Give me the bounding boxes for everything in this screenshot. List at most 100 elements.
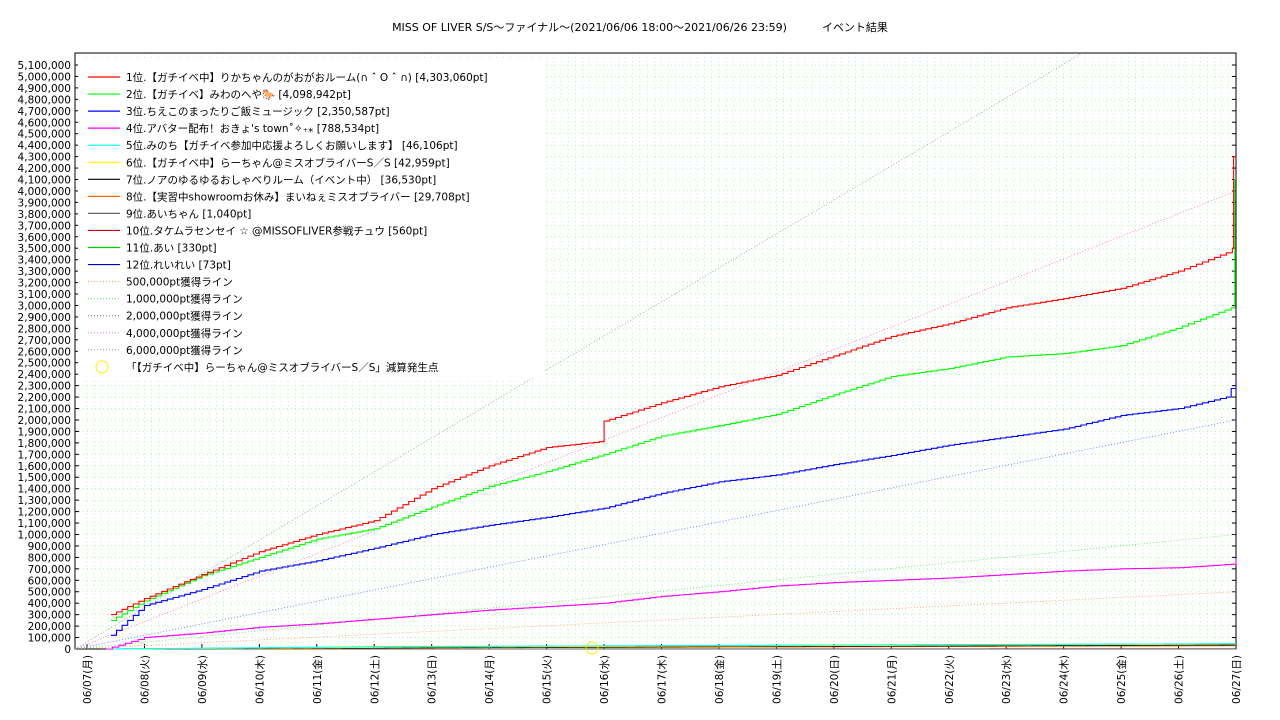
- reference-line: [74, 534, 1237, 650]
- legend-swatch: [95, 360, 109, 374]
- y-tick-label: 700,000: [28, 564, 71, 576]
- y-tick-label: 4,900,000: [18, 83, 71, 95]
- x-tick-label: 06/21(月): [886, 655, 898, 704]
- y-tick-label: 2,400,000: [18, 369, 71, 381]
- legend-label: 10位.タケムラセンセイ ☆ @MISSOFLIVER参戦チュウ [560pt]: [126, 224, 427, 237]
- y-tick-label: 100,000: [28, 633, 71, 645]
- y-tick-label: 1,600,000: [18, 461, 71, 473]
- y-tick-label: 2,900,000: [18, 312, 71, 324]
- y-tick-label: 2,700,000: [18, 335, 71, 347]
- x-tick-label: 06/26(土): [1173, 655, 1186, 704]
- y-tick-label: 3,200,000: [18, 278, 71, 290]
- x-tick-label: 06/11(金): [311, 655, 324, 704]
- series-lines: [106, 156, 1237, 650]
- legend-label: 3位.ちえこのまったりご飯ミュージック [2,350,587pt]: [126, 105, 390, 118]
- y-tick-label: 400,000: [28, 598, 71, 610]
- x-tick-label: 06/23(水): [1001, 655, 1013, 704]
- x-tick-label: 06/22(火): [944, 655, 956, 704]
- y-tick-label: 4,300,000: [18, 152, 71, 164]
- x-tick-label: 06/13(日): [427, 655, 439, 704]
- y-tick-label: 4,600,000: [18, 117, 71, 129]
- x-tick-label: 06/20(日): [829, 655, 841, 704]
- marker-point: [585, 641, 599, 655]
- x-tick-label: 06/16(水): [599, 655, 611, 704]
- y-tick-label: 800,000: [28, 552, 71, 564]
- y-tick-label: 1,700,000: [18, 449, 71, 461]
- legend-label: 8位.【実習中showroomお休み】まいねぇミスオブライバー [29,708p…: [126, 190, 470, 203]
- y-tick-label: 3,500,000: [18, 243, 71, 255]
- y-tick-label: 4,500,000: [18, 129, 71, 141]
- y-tick-label: 2,500,000: [18, 358, 71, 370]
- chart-title: MISS OF LIVER S/S〜ファイナル〜(2021/06/06 18:0…: [0, 19, 1280, 35]
- y-tick-label: 300,000: [28, 610, 71, 622]
- x-tick-label: 06/07(月): [82, 655, 94, 704]
- y-tick-label: 4,000,000: [18, 186, 71, 198]
- y-tick-label: 2,200,000: [18, 392, 71, 404]
- y-tick-label: 4,200,000: [18, 163, 71, 175]
- x-tick-label: 06/27(日): [1231, 655, 1243, 704]
- y-tick-label: 0: [64, 644, 71, 656]
- y-tick-label: 5,000,000: [18, 71, 71, 83]
- y-tick-label: 900,000: [28, 541, 71, 553]
- legend-label: 「【ガチイベ中】らーちゃん@ミスオブライバーS／S」減算発生点: [126, 361, 438, 374]
- reference-line: [74, 591, 1237, 650]
- y-tick-label: 3,100,000: [18, 289, 71, 301]
- x-tick-label: 06/24(木): [1059, 655, 1071, 704]
- series-line: [110, 156, 1237, 616]
- x-tick-label: 06/15(火): [542, 655, 554, 704]
- markers: [585, 641, 599, 655]
- y-tick-label: 600,000: [28, 575, 71, 587]
- x-tick-label: 06/09(水): [197, 655, 209, 704]
- y-tick-label: 4,400,000: [18, 140, 71, 152]
- y-tick-label: 4,700,000: [18, 106, 71, 118]
- legend-label: 7位.ノアのゆるゆるおしゃべりルーム（イベント中） [36,530pt]: [126, 173, 436, 186]
- legend-label: 6,000,000pt獲得ライン: [126, 344, 243, 357]
- y-tick-label: 1,100,000: [18, 518, 71, 530]
- y-tick-label: 3,700,000: [18, 220, 71, 232]
- legend-label: 5位.みのち【ガチイベ参加中応援よろしくお願いします】 [46,106pt]: [126, 139, 458, 152]
- x-tick-label: 06/18(金): [713, 655, 726, 704]
- grid: [75, 53, 1237, 650]
- series-line: [110, 643, 1236, 650]
- reference-line: [74, 419, 1237, 650]
- legend-label: 2位.【ガチイベ】みわのへや🐎 [4,098,942pt]: [126, 88, 351, 101]
- y-tick-label: 2,000,000: [18, 415, 71, 427]
- legend-label: 6位.【ガチイベ中】らーちゃん@ミスオブライバーS／S [42,959pt]: [126, 156, 450, 169]
- y-tick-label: 1,400,000: [18, 484, 71, 496]
- reference-lines: [74, 52, 1237, 650]
- legend-label: 11位.あい [330pt]: [126, 242, 217, 255]
- legend: 1位.【ガチイベ中】りかちゃんのがおがおルーム(∩ ˆ O ˆ ∩) [4,30…: [78, 60, 544, 378]
- y-tick-label: 3,300,000: [18, 266, 71, 278]
- legend-label: 500,000pt獲得ライン: [126, 276, 233, 289]
- series-line: [110, 379, 1237, 636]
- y-tick-label: 3,000,000: [18, 300, 71, 312]
- y-tick-label: 2,600,000: [18, 346, 71, 358]
- legend-label: 1位.【ガチイベ中】りかちゃんのがおがおルーム(∩ ˆ O ˆ ∩) [4,30…: [126, 71, 488, 84]
- legend-label: 2,000,000pt獲得ライン: [126, 310, 243, 323]
- y-tick-label: 3,800,000: [18, 209, 71, 221]
- y-tick-label: 4,100,000: [18, 175, 71, 187]
- reference-line: [74, 190, 1237, 650]
- y-tick-label: 200,000: [28, 621, 71, 633]
- y-tick-label: 500,000: [28, 587, 71, 599]
- x-tick-label: 06/14(月): [484, 655, 496, 704]
- y-tick-label: 3,600,000: [18, 232, 71, 244]
- y-tick-label: 2,800,000: [18, 323, 71, 335]
- x-tick-label: 06/10(木): [254, 655, 266, 704]
- y-tick-label: 1,000,000: [18, 529, 71, 541]
- chart-title-suffix: イベント結果: [821, 21, 888, 34]
- series-line: [110, 179, 1236, 621]
- y-tick-label: 1,900,000: [18, 426, 71, 438]
- y-tick-label: 2,300,000: [18, 381, 71, 393]
- y-tick-label: 3,400,000: [18, 255, 71, 267]
- y-tick-label: 1,300,000: [18, 495, 71, 507]
- x-tick-label: 06/12(土): [368, 655, 381, 704]
- y-tick-label: 1,800,000: [18, 438, 71, 450]
- y-tick-label: 4,800,000: [18, 94, 71, 106]
- legend-label: 9位.あいちゃん [1,040pt]: [126, 207, 251, 220]
- y-tick-label: 1,500,000: [18, 472, 71, 484]
- legend-label: 4位.アバター配布！おきょ's town˚✧₊⁎ [788,534pt]: [126, 122, 379, 135]
- axes: 0100,000200,000300,000400,000500,000600,…: [18, 52, 1243, 704]
- x-tick-label: 06/19(土): [770, 655, 783, 704]
- x-tick-label: 06/17(木): [657, 655, 669, 704]
